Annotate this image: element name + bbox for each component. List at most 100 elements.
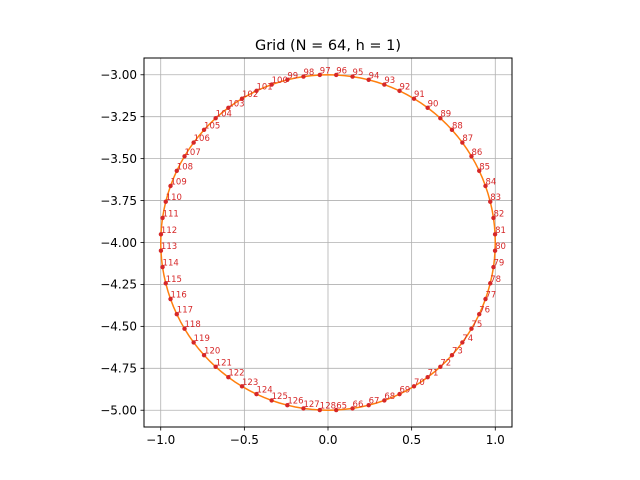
- grid-point-label: 101: [256, 82, 272, 92]
- grid-point-label: 79: [493, 259, 504, 269]
- grid-point-label: 108: [177, 162, 193, 172]
- grid-point: [239, 96, 245, 101]
- grid-point-label: 89: [440, 110, 451, 120]
- grid-point: [366, 77, 371, 83]
- grid-point: [334, 72, 339, 78]
- grid-point: [460, 140, 465, 145]
- grid-point: [366, 402, 371, 408]
- y-tick-label: −3.00: [100, 68, 137, 82]
- grid-point: [191, 340, 196, 345]
- grid-point-label: 127: [303, 400, 319, 410]
- grid-point-label: 94: [369, 71, 380, 81]
- grid-point: [317, 72, 322, 78]
- y-tick-label: −4.75: [100, 362, 137, 376]
- grid-point-label: 118: [185, 320, 201, 330]
- grid-point-label: 84: [485, 177, 496, 187]
- grid-point: [163, 199, 168, 204]
- grid-point: [158, 232, 164, 237]
- grid-point: [213, 364, 218, 369]
- grid-point: [285, 402, 290, 408]
- grid-point-label: 93: [384, 76, 395, 86]
- grid-point: [382, 82, 387, 87]
- grid-point: [491, 264, 496, 270]
- grid-point-label: 115: [166, 275, 182, 285]
- y-tick-label: −4.50: [100, 320, 137, 334]
- grid-point: [350, 406, 355, 411]
- grid-point-label: 92: [400, 82, 411, 92]
- grid-point-label: 109: [171, 177, 187, 187]
- grid-point: [226, 105, 231, 110]
- grid-point: [477, 168, 482, 173]
- grid-point: [350, 74, 355, 79]
- x-tick-label: 0.5: [402, 433, 421, 447]
- grid-point-label: 110: [166, 193, 182, 203]
- grid-point: [449, 127, 455, 133]
- series-line-layer: [159, 74, 497, 411]
- grid-point: [488, 199, 493, 204]
- grid-point-label: 114: [163, 259, 179, 269]
- grid-point: [483, 296, 488, 302]
- grid-point-label: 90: [428, 99, 439, 109]
- grid-point-label: 104: [216, 110, 232, 120]
- grid-point: [301, 406, 306, 411]
- grid-point: [477, 312, 482, 317]
- markers: [158, 72, 498, 413]
- grid-point: [438, 116, 443, 121]
- grid-point-label: 120: [204, 347, 220, 357]
- grid-point-label: 95: [353, 68, 364, 78]
- grid-point-label: 125: [272, 392, 288, 402]
- grid-point-label: 98: [303, 68, 314, 78]
- grid-point: [168, 296, 173, 302]
- grid-point-label: 68: [384, 392, 395, 402]
- grid-point-label: 121: [216, 358, 232, 368]
- grid-point: [411, 384, 417, 389]
- y-tick-label: −4.00: [100, 236, 137, 250]
- grid-point-label: 76: [479, 306, 490, 316]
- grid-point-label: 67: [369, 397, 380, 407]
- grid-point-label: 78: [490, 275, 501, 285]
- y-tick-label: −3.25: [100, 110, 137, 124]
- grid-point: [174, 168, 179, 173]
- x-tick-label: 0.0: [318, 433, 337, 447]
- grid-point: [492, 248, 498, 253]
- grid-point: [469, 326, 474, 331]
- chart-title: Grid (N = 64, h = 1): [255, 38, 401, 54]
- grid-point-label: 86: [471, 148, 482, 158]
- grid-point: [425, 375, 430, 380]
- grid-point-label: 117: [177, 306, 193, 316]
- y-tick-label: −3.75: [100, 194, 137, 208]
- grid-point-label: 85: [479, 162, 490, 172]
- x-tick-label: −0.5: [230, 433, 259, 447]
- grid-point: [460, 340, 465, 345]
- grid-point-label: 96: [336, 66, 347, 76]
- x-tick-label: −1.0: [146, 433, 175, 447]
- grid-point: [488, 281, 493, 286]
- grid-point-label: 128: [320, 402, 336, 412]
- grid-point: [397, 88, 402, 94]
- grid-point: [163, 281, 168, 286]
- grid-point: [239, 384, 245, 389]
- grid-point-label: 97: [320, 66, 331, 76]
- y-axis-ticks: −3.00 −3.25 −3.50 −3.75 −4.00 −4.25 −4.50 −4.75…: [100, 68, 144, 418]
- grid-point: [411, 96, 417, 101]
- grid-point: [483, 183, 488, 189]
- grid-point: [285, 77, 290, 83]
- grid-point: [397, 391, 402, 397]
- grid-point-label: 126: [287, 397, 303, 407]
- grid-point-label: 77: [485, 291, 496, 301]
- grid-point-label: 82: [493, 209, 504, 219]
- grid-point: [301, 74, 306, 79]
- y-tick-label: −5.00: [100, 404, 137, 418]
- grid-point: [334, 407, 339, 413]
- grid-point-label: 99: [287, 71, 298, 81]
- grid-point-label: 70: [414, 378, 425, 388]
- grid-point-label: 119: [194, 334, 210, 344]
- grid-point-label: 81: [495, 226, 506, 236]
- grid-point-label: 107: [185, 148, 201, 158]
- grid-point: [491, 215, 496, 221]
- grid-point-label: 100: [272, 76, 288, 86]
- grid-point-label: 102: [242, 90, 258, 100]
- grid-point: [382, 398, 387, 403]
